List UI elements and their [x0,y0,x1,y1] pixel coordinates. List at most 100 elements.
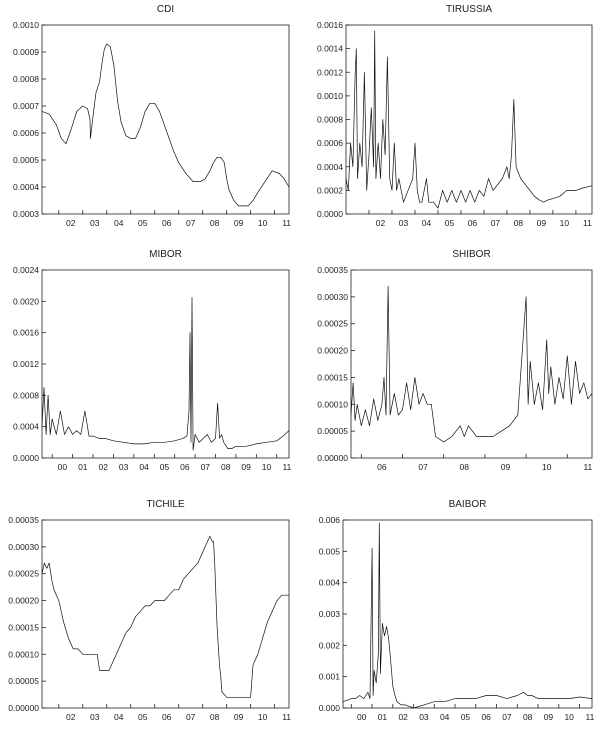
y-tick-label: 0.004 [319,578,341,588]
x-tick-label: 07 [418,462,428,472]
y-tick-label: 0.00000 [317,453,348,463]
y-tick-label: 0.00025 [8,569,39,579]
x-tick-label: 09 [241,462,251,472]
x-tick-label: 08 [221,462,231,472]
x-tick-label: 03 [399,218,409,228]
y-tick-label: 0.00015 [8,622,39,632]
x-tick-label: 06 [162,712,172,722]
x-tick-label: 03 [90,218,100,228]
y-tick-label: 0.00030 [317,292,348,302]
x-tick-label: 00 [58,462,68,472]
y-tick-label: 0.0020 [13,296,39,306]
chart-mibor: MIBOR 0.0000 0.0004 0.0008 0.0012 0.0016 0.002… [13,249,292,472]
y-tick-label: 0.00020 [8,596,39,606]
y-tick-label: 0.00010 [317,399,348,409]
chart-title: TICHILE [146,499,185,510]
plot-frame [350,269,593,459]
y-tick-label: 0.00030 [8,542,39,552]
y-tick-label: 0.0014 [317,44,343,54]
y-tick-label: 0.0008 [317,115,343,125]
y-tick-label: 0.0002 [317,185,343,195]
y-tick-label: 0.006 [319,515,341,525]
y-tick-label: 0.002 [319,640,341,650]
x-tick-label: 01 [378,712,388,722]
x-tick-label: 10 [258,712,268,722]
y-tick-label: 0.0005 [13,155,39,165]
y-tick-label: 0.0008 [13,390,39,400]
series-line-tirussia [345,30,593,209]
y-tick-label: 0.0016 [317,20,343,30]
x-tick-label: 06 [162,218,172,228]
y-tick-label: 0.0008 [13,74,39,84]
x-tick-label: 05 [138,712,148,722]
y-tick-label: 0.0010 [13,20,39,30]
series-line-mibor [41,297,290,451]
plot-frame [41,24,290,215]
y-tick-label: 0.0004 [13,422,39,432]
y-tick-label: 0.00005 [317,426,348,436]
x-tick-label: 02 [66,218,76,228]
y-tick-label: 0.0000 [13,453,39,463]
x-tick-label: 07 [491,218,501,228]
series-line-tichile [41,535,289,698]
y-tick-label: 0.005 [319,546,341,556]
series-line-shibor [350,285,593,443]
x-tick-label: 11 [583,462,592,472]
x-tick-label: 08 [460,462,470,472]
x-tick-label: 06 [481,712,491,722]
y-tick-label: 0.0009 [13,47,39,57]
y-tick-label: 0.00010 [8,649,39,659]
y-tick-label: 0.0004 [317,162,343,172]
x-tick-label: 07 [186,218,196,228]
x-tick-label: 08 [523,712,533,722]
y-tick-label: 0.00015 [317,372,348,382]
x-tick-label: 10 [258,218,268,228]
x-tick-label: 07 [502,712,512,722]
y-tick-label: 0.0010 [317,91,343,101]
x-tick-label: 05 [445,218,455,228]
x-tick-label: 04 [114,218,124,228]
x-tick-label: 10 [560,218,570,228]
x-tick-label: 01 [78,462,88,472]
x-tick-label: 09 [234,218,244,228]
y-tick-label: 0.0012 [317,67,343,77]
y-tick-label: 0.00000 [8,703,39,713]
chart-title: BAIBOR [449,499,487,510]
y-tick-label: 0.001 [319,672,341,682]
y-tick-label: 0.00005 [8,676,39,686]
y-tick-label: 0.00025 [317,319,348,329]
x-tick-label: 10 [542,462,552,472]
y-tick-label: 0.00035 [317,265,348,275]
y-tick-label: 0.00020 [317,346,348,356]
chart-title: MIBOR [149,249,182,260]
plot-frame [342,519,593,709]
x-tick-label: 03 [419,712,429,722]
x-tick-label: 06 [377,462,387,472]
chart-baibor: BAIBOR 0.000 0.001 0.002 0.003 0.004 0.005 0.00… [319,499,595,722]
x-tick-label: 07 [186,712,196,722]
plot-frame [41,519,290,709]
y-tick-label: 0.0000 [317,209,343,219]
x-tick-label: 11 [583,218,592,228]
x-tick-label: 02 [99,462,109,472]
y-tick-label: 0.0003 [13,209,39,219]
x-tick-label: 03 [119,462,129,472]
chart-title: CDI [157,4,174,15]
y-tick-label: 0.0016 [13,328,39,338]
series-line-cdi [41,43,290,207]
chart-title: SHIBOR [452,249,490,260]
x-tick-label: 11 [282,218,291,228]
chart-title: TIRUSSIA [446,4,492,15]
x-tick-label: 02 [66,712,76,722]
x-tick-label: 04 [139,462,149,472]
x-tick-label: 08 [514,218,524,228]
chart-tichile: TICHILE 0.00000 0.00005 0.00010 0.00015 0.000… [8,499,291,722]
y-tick-label: 0.0007 [13,101,39,111]
plot-frame [41,269,290,459]
x-tick-label: 05 [461,712,471,722]
x-tick-label: 02 [398,712,408,722]
y-tick-label: 0.003 [319,609,341,619]
chart-tirussia: TIRUSSIA 0.0000 0.0002 0.0004 0.0006 0.0008 0.… [317,4,593,228]
chart-shibor: SHIBOR 0.00000 0.00005 0.00010 0.00015 0.0002… [317,249,592,472]
